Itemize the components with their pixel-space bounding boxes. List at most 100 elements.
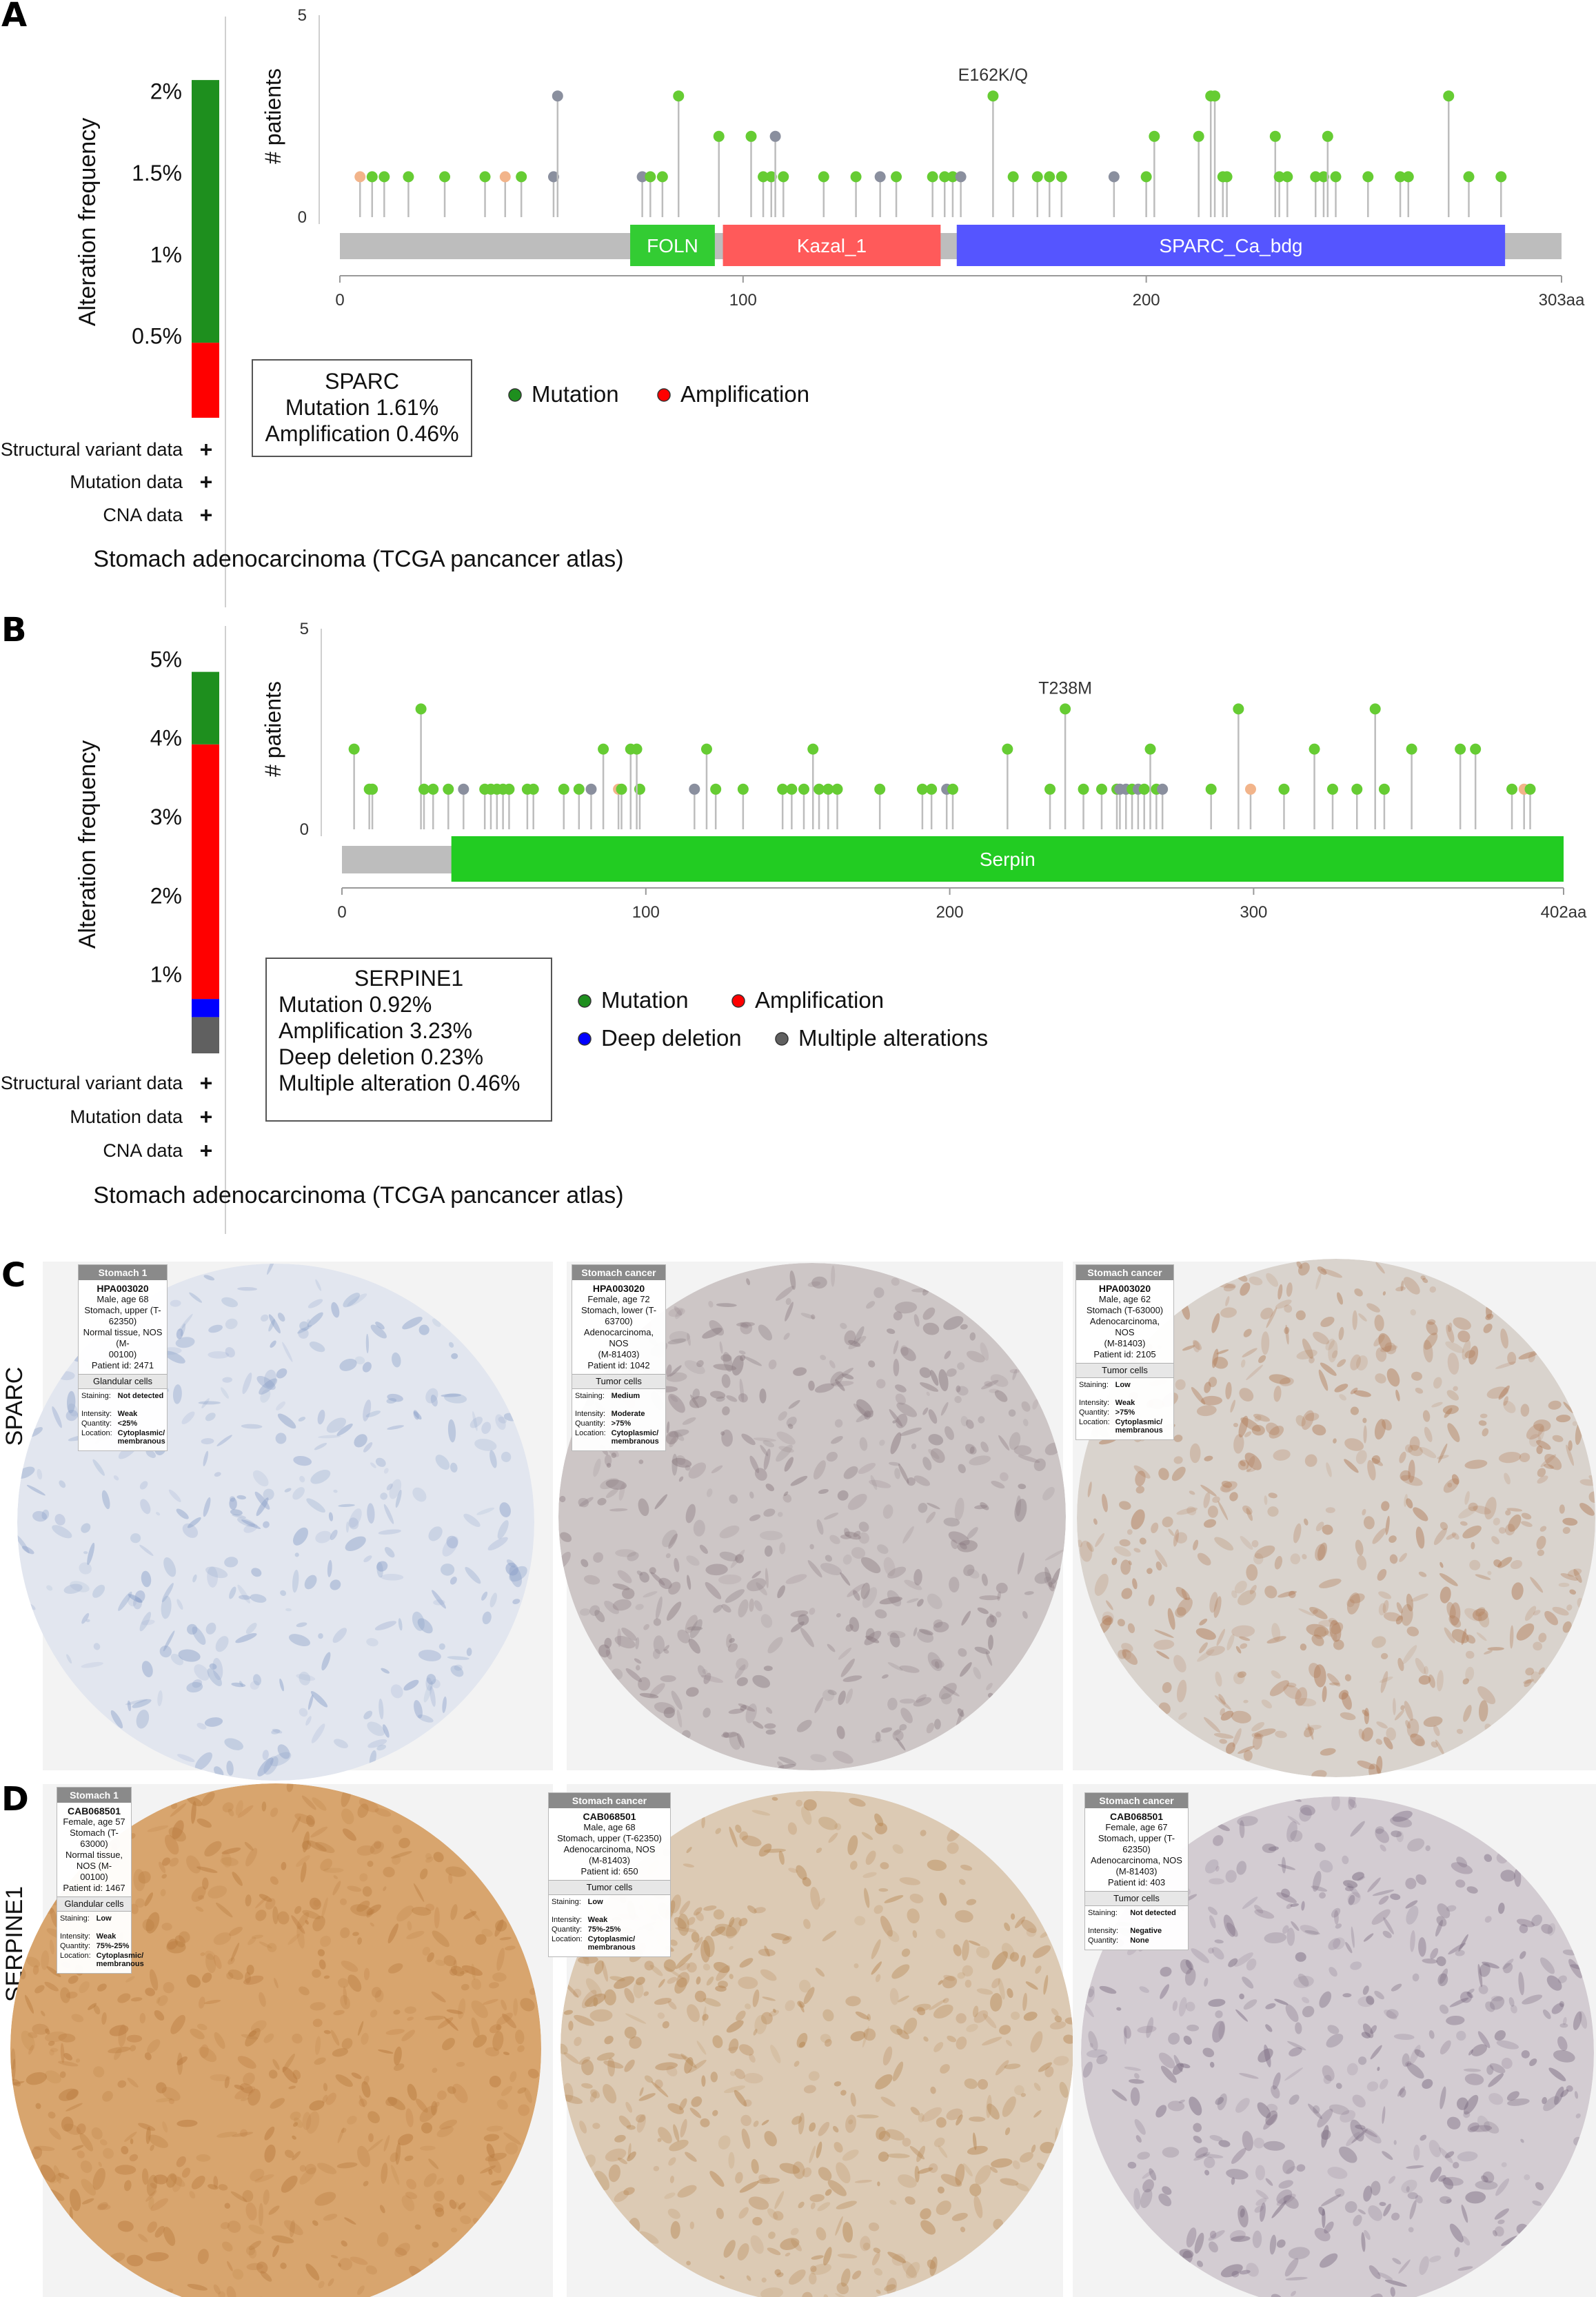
tissue-texture (687, 1962, 697, 1973)
tissue-texture (1191, 1386, 1206, 1405)
tissue-texture (1478, 1420, 1487, 1426)
tissue-texture (957, 1540, 978, 1552)
tissue-texture (1399, 2088, 1406, 2098)
lollipop-head (527, 783, 539, 795)
tissue-texture (34, 1985, 45, 1994)
tissue-texture (667, 1338, 687, 1345)
tissue-texture (918, 1503, 928, 1513)
tissue-texture (858, 1462, 876, 1475)
tissue-texture (1536, 1445, 1543, 1455)
tissue-texture (1331, 1908, 1341, 1918)
tissue-texture (201, 1792, 215, 1806)
tissue-texture (1203, 1492, 1211, 1508)
patient-info-line: Female, age 72 (587, 1294, 650, 1304)
tissue-texture (966, 1899, 977, 1905)
tissue-texture (776, 1444, 793, 1462)
tissue-texture (887, 1697, 898, 1710)
tissue-texture (853, 1326, 865, 1345)
tissue-texture (517, 2087, 527, 2094)
tissue-texture (363, 1967, 370, 1981)
tissue-texture (1562, 1621, 1572, 1633)
tissue-texture (277, 1911, 290, 1925)
card-header: Stomach 1 (79, 1265, 167, 1280)
tissue-texture (635, 1665, 640, 1671)
tissue-texture (998, 1978, 1005, 2000)
tissue-texture (739, 2044, 754, 2056)
tissue-texture (1264, 2044, 1271, 2067)
tissue-texture (942, 1998, 949, 2003)
tissue-texture (420, 1868, 428, 1880)
tissue-texture (943, 1974, 955, 1981)
tissue-texture (667, 2103, 685, 2114)
tissue-texture (1229, 2230, 1246, 2241)
tissue-texture (854, 1916, 866, 1926)
tissue-texture (1483, 1323, 1493, 1333)
tissue-texture (367, 2111, 380, 2123)
tissue-texture (1168, 1528, 1175, 1537)
tissue-texture (31, 2146, 43, 2159)
y-tick-label: 1.5% (132, 161, 182, 185)
tissue-texture (456, 2061, 465, 2067)
tissue-texture (212, 1657, 223, 1681)
tissue-texture (742, 1835, 762, 1847)
tissue-texture (168, 1489, 181, 1502)
tissue-texture (390, 2152, 398, 2163)
tissue-texture (1216, 1628, 1226, 1646)
tissue-texture (331, 1302, 340, 1318)
tissue-texture (862, 1587, 878, 1608)
tissue-texture (1285, 2276, 1308, 2280)
tissue-texture (1521, 1512, 1532, 1520)
tissue-texture (301, 1795, 316, 1810)
tissue-texture (1185, 1959, 1194, 1970)
tissue-texture (1217, 2093, 1227, 2111)
tissue-texture (1276, 2194, 1296, 2206)
tissue-texture (1380, 2078, 1388, 2089)
tissue-texture (1336, 1292, 1344, 1305)
tissue-texture (263, 2189, 270, 2205)
tissue-texture (850, 2031, 866, 2041)
tissue-texture (776, 1431, 796, 1445)
tissue-texture (246, 1965, 254, 1975)
tissue-texture (580, 1559, 589, 1568)
patient-info-line: Normal tissue, NOS (M- (65, 1850, 123, 1871)
tissue-texture (77, 2150, 85, 2158)
tissue-texture (248, 2030, 257, 2037)
tissue-texture (709, 2171, 725, 2187)
tissue-texture (922, 1307, 936, 1320)
tissue-core-d3 (1081, 1797, 1594, 2297)
tissue-texture (848, 1339, 861, 1347)
tissue-texture (1346, 2063, 1358, 2076)
tissue-texture (254, 2174, 274, 2183)
tissue-texture (1240, 1359, 1246, 1368)
tissue-texture (653, 1618, 661, 1626)
legend-marker (731, 994, 745, 1008)
tissue-texture (1175, 1586, 1191, 1601)
tissue-texture (996, 1582, 1008, 1594)
tissue-texture (292, 2151, 301, 2161)
tissue-texture (889, 1987, 899, 2005)
tissue-texture (1155, 1561, 1162, 1571)
tissue-texture (1402, 2053, 1410, 2067)
tissue-texture (1202, 2154, 1224, 2158)
tissue-texture (1547, 1923, 1556, 1936)
tissue-texture (1455, 1950, 1465, 1956)
tissue-texture (1573, 1569, 1582, 1583)
tissue-texture (700, 1674, 724, 1683)
tissue-texture (1304, 1727, 1314, 1738)
tissue-texture (1234, 1580, 1247, 1594)
tissue-texture (447, 1656, 469, 1660)
tissue-texture (1350, 1354, 1361, 1370)
tissue-texture (1333, 1438, 1337, 1444)
tissue-texture (486, 2125, 503, 2132)
tissue-texture (862, 2243, 871, 2251)
tissue-texture (873, 1287, 885, 1298)
tissue-texture (918, 1628, 933, 1635)
tissue-texture (79, 2133, 94, 2152)
tissue-texture (26, 1956, 41, 1968)
tissue-texture (785, 1574, 807, 1584)
tissue-texture (299, 2165, 307, 2172)
tissue-texture (310, 1691, 328, 1708)
tissue-texture (687, 1575, 691, 1590)
tissue-texture (1482, 1961, 1499, 1969)
tissue-texture (933, 2042, 944, 2052)
